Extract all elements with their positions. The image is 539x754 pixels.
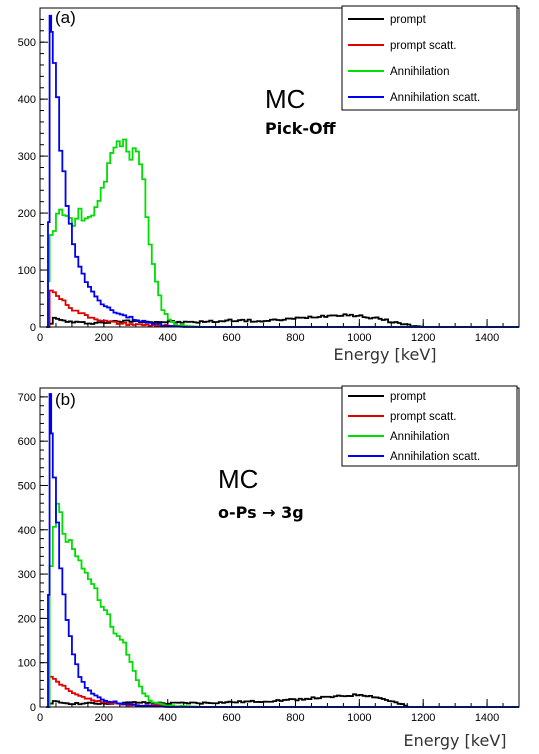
x-tick-label: 200	[95, 712, 113, 724]
x-tick-label: 400	[159, 332, 177, 344]
panel-b: 0 200 400 600 800 1000 1200 1400 0 100 200 300 400 50…	[18, 385, 520, 750]
x-tick-label: 1400	[475, 712, 499, 724]
x-tick-label: 400	[159, 712, 177, 724]
x-tick-label: 0	[37, 332, 43, 344]
x-tick-label: 800	[286, 712, 304, 724]
chart-title: MC	[265, 84, 305, 114]
y-tick-label: 100	[18, 658, 36, 670]
legend-label: Annihilation scatt.	[390, 451, 480, 463]
chart-subtitle: Pick-Off	[265, 119, 337, 138]
legend-label: Annihilation	[390, 66, 449, 78]
x-tick-label: 1000	[347, 712, 371, 724]
legend-label: Annihilation scatt.	[390, 92, 480, 104]
y-tick-label: 300	[18, 151, 36, 163]
x-tick-label: 1200	[411, 712, 435, 724]
x-axis-label: Energy [keV]	[333, 345, 436, 364]
y-tick-label: 0	[30, 702, 36, 714]
panel-a: 0 200 400 600 800 1000 1200 1400 0 100 200 300 400 50…	[18, 5, 520, 364]
chart-subtitle: o-Ps → 3g	[218, 503, 304, 522]
x-tick-label: 800	[286, 332, 304, 344]
y-tick-label: 200	[18, 613, 36, 625]
x-tick-label: 1000	[347, 332, 371, 344]
legend-label: prompt scatt.	[390, 411, 456, 423]
legend-box	[341, 385, 518, 467]
y-tick-label: 400	[18, 525, 36, 537]
legend-label: prompt	[390, 14, 427, 26]
x-tick-label: 600	[222, 712, 240, 724]
y-tick-label: 400	[18, 94, 36, 106]
x-tick-label: 1400	[475, 332, 499, 344]
y-tick-label: 600	[18, 436, 36, 448]
x-tick-label: 200	[95, 332, 113, 344]
legend-label: prompt	[390, 391, 427, 403]
x-axis-label: Energy [keV]	[403, 731, 506, 750]
legend-box	[341, 5, 518, 111]
chart-title: MC	[218, 464, 258, 494]
legend: prompt prompt scatt. Annihilation Annihilat…	[341, 385, 518, 467]
legend-label: Annihilation	[390, 431, 449, 443]
x-tick-label: 0	[37, 712, 43, 724]
panel-label: (b)	[55, 390, 76, 409]
x-tick-label: 1200	[411, 332, 435, 344]
y-tick-label: 300	[18, 569, 36, 581]
y-tick-label: 500	[18, 480, 36, 492]
y-tick-label: 200	[18, 208, 36, 220]
y-tick-label: 700	[18, 392, 36, 404]
series-line-annihilation	[46, 502, 519, 708]
panel-label: (a)	[55, 8, 76, 27]
y-tick-label: 100	[18, 265, 36, 277]
series-line-annihilation	[46, 138, 519, 328]
legend-label: prompt scatt.	[390, 40, 456, 52]
x-tick-label: 600	[222, 332, 240, 344]
series-line-prompt-scatt	[46, 289, 519, 328]
series-line-prompt	[46, 313, 519, 328]
y-tick-label: 0	[30, 322, 36, 334]
legend: prompt prompt scatt. Annihilation Annihilat…	[341, 5, 518, 111]
y-tick-label: 500	[18, 37, 36, 49]
